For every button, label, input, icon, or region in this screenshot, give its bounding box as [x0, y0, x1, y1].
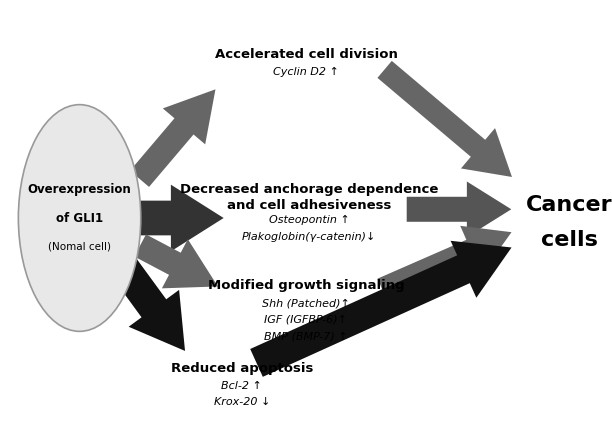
Text: Shh (Patched)↑: Shh (Patched)↑	[262, 298, 350, 308]
Text: cells: cells	[541, 230, 597, 250]
Text: Cyclin D2 ↑: Cyclin D2 ↑	[273, 67, 339, 77]
Text: Overexpression: Overexpression	[28, 183, 132, 196]
Text: Modified growth signaling: Modified growth signaling	[207, 279, 405, 292]
Text: Bcl-2 ↑: Bcl-2 ↑	[222, 381, 262, 391]
Text: Decreased anchorage dependence: Decreased anchorage dependence	[180, 183, 438, 196]
Text: Krox-20 ↓: Krox-20 ↓	[214, 398, 270, 407]
Text: Reduced apoptosis: Reduced apoptosis	[171, 362, 313, 375]
Text: of GLI1: of GLI1	[56, 211, 103, 225]
Text: and cell adhesiveness: and cell adhesiveness	[227, 199, 391, 212]
Text: (Nomal cell): (Nomal cell)	[48, 242, 111, 251]
Ellipse shape	[18, 105, 141, 331]
Text: Osteopontin ↑: Osteopontin ↑	[269, 215, 349, 225]
Text: Cancer: Cancer	[526, 195, 612, 215]
Text: IGF (IGFBP-6)↑: IGF (IGFBP-6)↑	[264, 315, 348, 324]
Text: Accelerated cell division: Accelerated cell division	[215, 48, 397, 61]
Text: BMP (BMP-7) ↑: BMP (BMP-7) ↑	[264, 331, 348, 341]
Text: Plakoglobin(γ-catenin)↓: Plakoglobin(γ-catenin)↓	[242, 232, 376, 242]
